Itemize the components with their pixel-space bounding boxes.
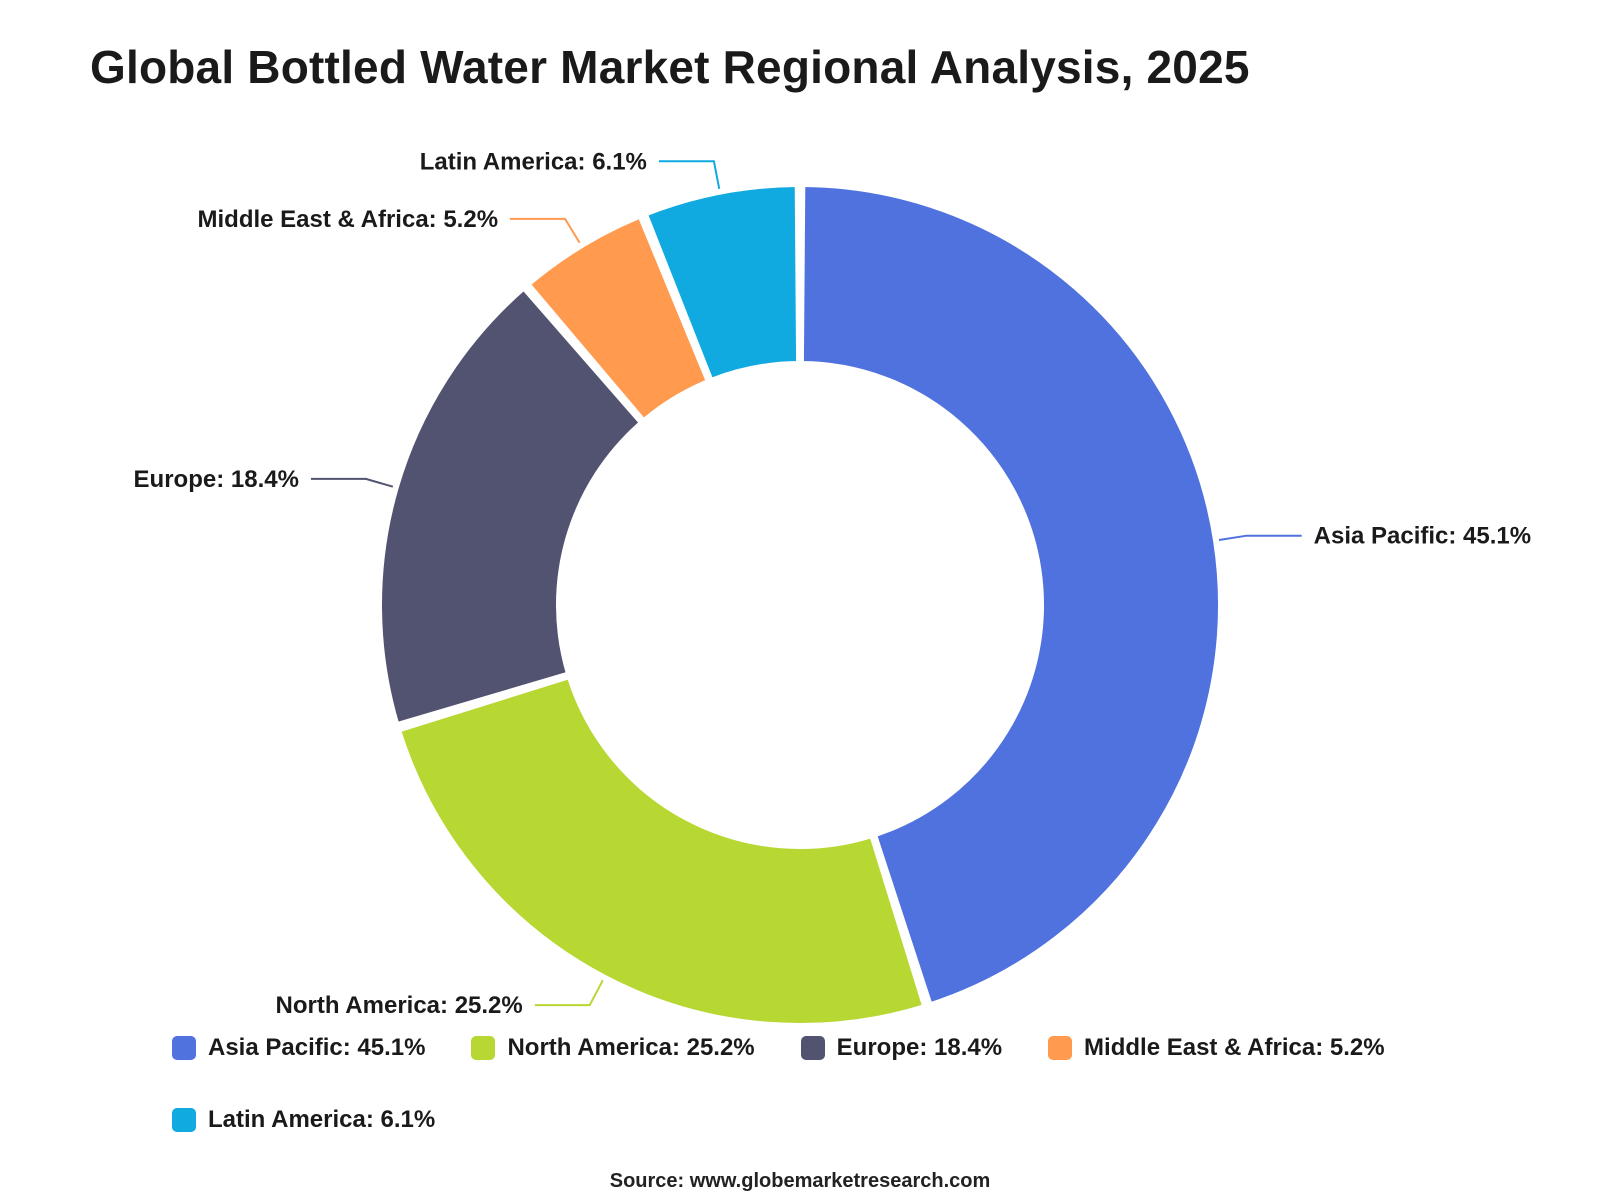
slice-callouts: Asia Pacific: 45.1% North America: 25.2% E…: [134, 148, 1532, 1019]
source-note: Source: www.globemarketresearch.com: [609, 1170, 991, 1192]
chart-legend: Asia Pacific: 45.1% North America: 25.2% E…: [172, 1034, 1472, 1134]
data-label-north-america: North America: 25.2%: [276, 992, 523, 1019]
callout-line-asia-pacific: [1218, 534, 1302, 541]
legend-item-europe[interactable]: Europe: 18.4%: [800, 1034, 1003, 1062]
legend-label: Middle East & Africa: 5.2%: [1084, 1034, 1385, 1061]
legend-label: Europe: 18.4%: [836, 1034, 1003, 1061]
legend-label: Latin America: 6.1%: [208, 1106, 436, 1133]
legend-item-asia-pacific[interactable]: Asia Pacific: 45.1%: [172, 1034, 425, 1062]
legend-swatch: [1048, 1036, 1073, 1060]
donut-slices: [378, 183, 1222, 1027]
legend-item-north-america[interactable]: North America: 25.2%: [471, 1034, 755, 1062]
data-label-latin-america: Latin America: 6.1%: [420, 148, 647, 175]
legend-swatch: [172, 1108, 196, 1132]
legend-item-middle-east-and-africa[interactable]: Middle East & Africa: 5.2%: [1048, 1034, 1385, 1062]
slice-middle-east-and-africa[interactable]: [526, 214, 710, 423]
callout-line-latin-america: [658, 160, 721, 189]
data-label-asia-pacific: Asia Pacific: 45.1%: [1314, 523, 1531, 550]
slice-latin-america[interactable]: [644, 183, 801, 382]
slice-europe[interactable]: [378, 286, 643, 727]
callout-line-middle-east-and-africa: [510, 217, 581, 244]
chart-title: Global Bottled Water Market Regional Ana…: [90, 41, 1250, 93]
legend-label: Asia Pacific: 45.1%: [208, 1034, 426, 1061]
slice-asia-pacific[interactable]: [799, 183, 1222, 1007]
data-label-europe: Europe: 18.4%: [134, 466, 299, 493]
data-label-middle-east-and-africa: Middle East & Africa: 5.2%: [198, 206, 499, 233]
callout-line-north-america: [534, 979, 604, 1007]
slice-north-america[interactable]: [397, 675, 927, 1027]
legend-swatch: [471, 1036, 496, 1060]
legend-swatch: [172, 1036, 196, 1060]
legend-item-latin-america[interactable]: Latin America: 6.1%: [172, 1106, 435, 1134]
legend-swatch: [800, 1036, 825, 1060]
legend-label: North America: 25.2%: [507, 1034, 755, 1061]
callout-line-europe: [310, 477, 394, 488]
